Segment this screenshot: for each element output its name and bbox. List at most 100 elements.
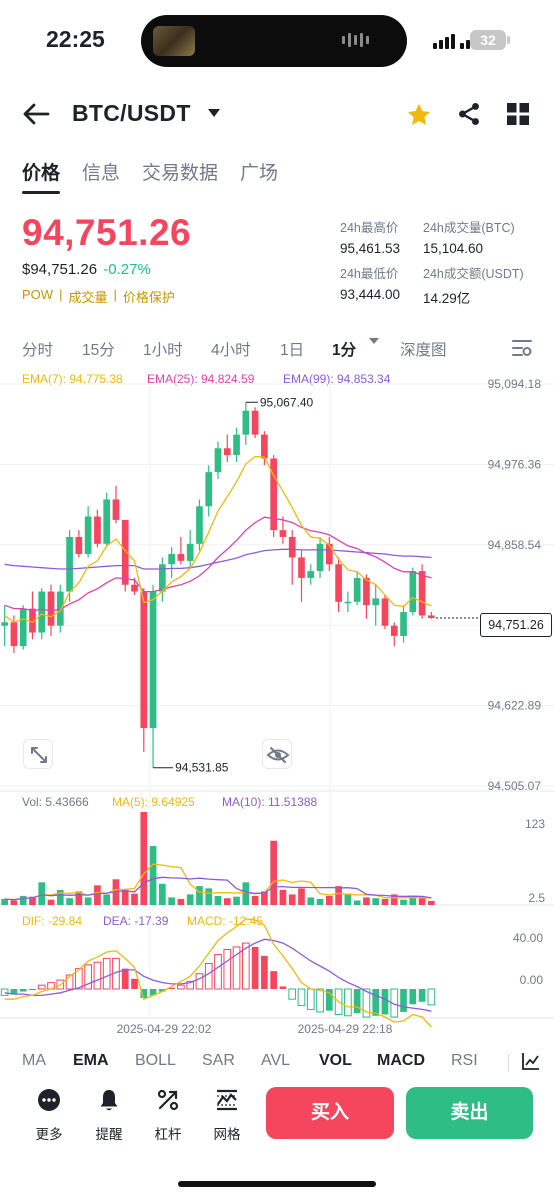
macd-axis-label: 0.00 [520, 973, 544, 987]
stat-24h-volume-usdt: 24h成交额(USDT) 14.29亿 [423, 263, 524, 307]
tab-info[interactable]: 信息 [82, 163, 121, 184]
candle-body [168, 554, 175, 565]
indicator-boll[interactable]: BOLL [135, 1052, 176, 1069]
indicator-sar[interactable]: SAR [202, 1052, 235, 1069]
interval-1h[interactable]: 1小时 [143, 342, 183, 359]
candle-body [353, 577, 361, 602]
volume-bar [140, 812, 148, 905]
candle-body [307, 571, 315, 578]
candle-body [29, 608, 36, 633]
header: BTC/USDT [0, 90, 554, 140]
indicator-selector: MA EMA BOLL SAR AVL VOL MACD RSI [22, 1052, 542, 1076]
bottom-action-bar: 更多 提醒 杠杆 网格 买入 卖出 [0, 1085, 554, 1145]
alert-label: 提醒 [95, 1127, 123, 1142]
volume-ma10-line [4, 876, 432, 901]
candle-body [233, 434, 240, 456]
macd-histogram-bar [344, 988, 352, 1017]
candle-body [428, 615, 435, 619]
tag-pow[interactable]: POW [22, 287, 54, 302]
alert-button[interactable]: 提醒 [89, 1088, 129, 1143]
volume-bar [428, 900, 435, 905]
volume-bar [363, 897, 370, 905]
legend-ema25: EMA(25): 94,824.59 [147, 372, 255, 386]
volume-bar [94, 885, 101, 905]
indicator-vol[interactable]: VOL [319, 1052, 352, 1069]
candle-body [66, 536, 73, 592]
macd-histogram-bar [195, 973, 204, 990]
macd-histogram-bar [232, 946, 241, 990]
macd-histogram-bar [19, 989, 27, 992]
tag-volume[interactable]: 成交量 [68, 290, 108, 305]
volume-bar [298, 888, 305, 905]
macd-histogram-bar [223, 948, 232, 990]
grid-trading-icon [217, 1089, 237, 1111]
back-arrow-icon[interactable] [22, 102, 50, 126]
volume-bar [390, 894, 398, 905]
candle-body [409, 571, 417, 613]
battery-cap [507, 36, 510, 44]
sell-button[interactable]: 卖出 [406, 1087, 533, 1139]
candle-body [177, 554, 185, 561]
tab-trading-data[interactable]: 交易数据 [142, 163, 219, 184]
volume-bar [307, 897, 315, 905]
pair-title[interactable]: BTC/USDT [72, 100, 191, 126]
tag-separator: | [59, 287, 63, 302]
interval-4h[interactable]: 4小时 [211, 342, 251, 359]
volume-bar [279, 889, 287, 905]
volume-bar [381, 898, 389, 905]
candle-body [335, 564, 342, 602]
grid-menu-icon[interactable] [507, 103, 529, 125]
interval-1m[interactable]: 1分 [332, 342, 357, 359]
stat-label: 24h成交量(BTC) [423, 221, 515, 235]
candle-body [390, 625, 398, 636]
candle-body [94, 516, 101, 544]
last-price: 94,751.26 [22, 212, 192, 253]
volume-bar [75, 891, 83, 905]
legend-macd: MACD: -12.45 [187, 914, 264, 928]
grid-trading-button[interactable]: 网格 [207, 1088, 247, 1143]
hide-indicators-icon[interactable] [262, 739, 292, 769]
interval-timeline[interactable]: 分时 [22, 342, 54, 359]
indicator-avl[interactable]: AVL [261, 1052, 291, 1069]
ema99-line [4, 548, 432, 570]
indicator-settings-icon[interactable] [522, 1052, 540, 1070]
interval-more-icon[interactable] [369, 338, 379, 344]
indicator-ma[interactable]: MA [22, 1052, 46, 1069]
candle-body [84, 516, 92, 555]
interval-15m[interactable]: 15分 [82, 342, 115, 359]
macd-histogram-bar [241, 942, 250, 990]
candle-body [47, 591, 55, 626]
candle-body [418, 571, 426, 616]
volume-bar [400, 899, 407, 905]
price-axis-label: 94,858.54 [488, 538, 542, 552]
stat-value: 95,461.53 [340, 241, 401, 256]
macd-histogram-bar [261, 955, 268, 989]
interval-depth[interactable]: 深度图 [400, 342, 447, 359]
macd-histogram-bar [84, 964, 92, 990]
volume-axis-label: 123 [525, 817, 545, 831]
macd-histogram-bar [204, 963, 213, 990]
indicator-ema[interactable]: EMA [73, 1052, 109, 1069]
tab-square[interactable]: 广场 [240, 163, 279, 184]
buy-button[interactable]: 买入 [266, 1087, 394, 1139]
more-button[interactable]: 更多 [29, 1088, 69, 1143]
indicator-macd[interactable]: MACD [377, 1052, 425, 1069]
macd-histogram-bar [93, 961, 102, 990]
favorite-star-icon[interactable] [405, 101, 433, 129]
fullscreen-expand-icon[interactable] [23, 739, 53, 769]
volume-bar [84, 897, 92, 905]
margin-button[interactable]: 杠杆 [148, 1088, 188, 1143]
tag-price-protection[interactable]: 价格保护 [122, 290, 175, 305]
kline-chart[interactable]: 95,094.18 94,976.36 94,858.54 94,622.89 94,5… [0, 0, 554, 1040]
indicator-rsi[interactable]: RSI [451, 1052, 478, 1069]
stat-value: 93,444.00 [340, 287, 401, 302]
volume-bar [223, 898, 231, 905]
share-icon[interactable] [456, 101, 482, 127]
candle-body [196, 506, 203, 544]
pair-dropdown-icon[interactable] [208, 109, 220, 117]
interval-1d[interactable]: 1日 [280, 342, 305, 359]
legend-dif: DIF: -29.84 [22, 914, 83, 928]
chart-settings-icon[interactable] [512, 339, 532, 357]
tab-price[interactable]: 价格 [22, 158, 61, 194]
status-time: 22:25 [46, 26, 105, 52]
